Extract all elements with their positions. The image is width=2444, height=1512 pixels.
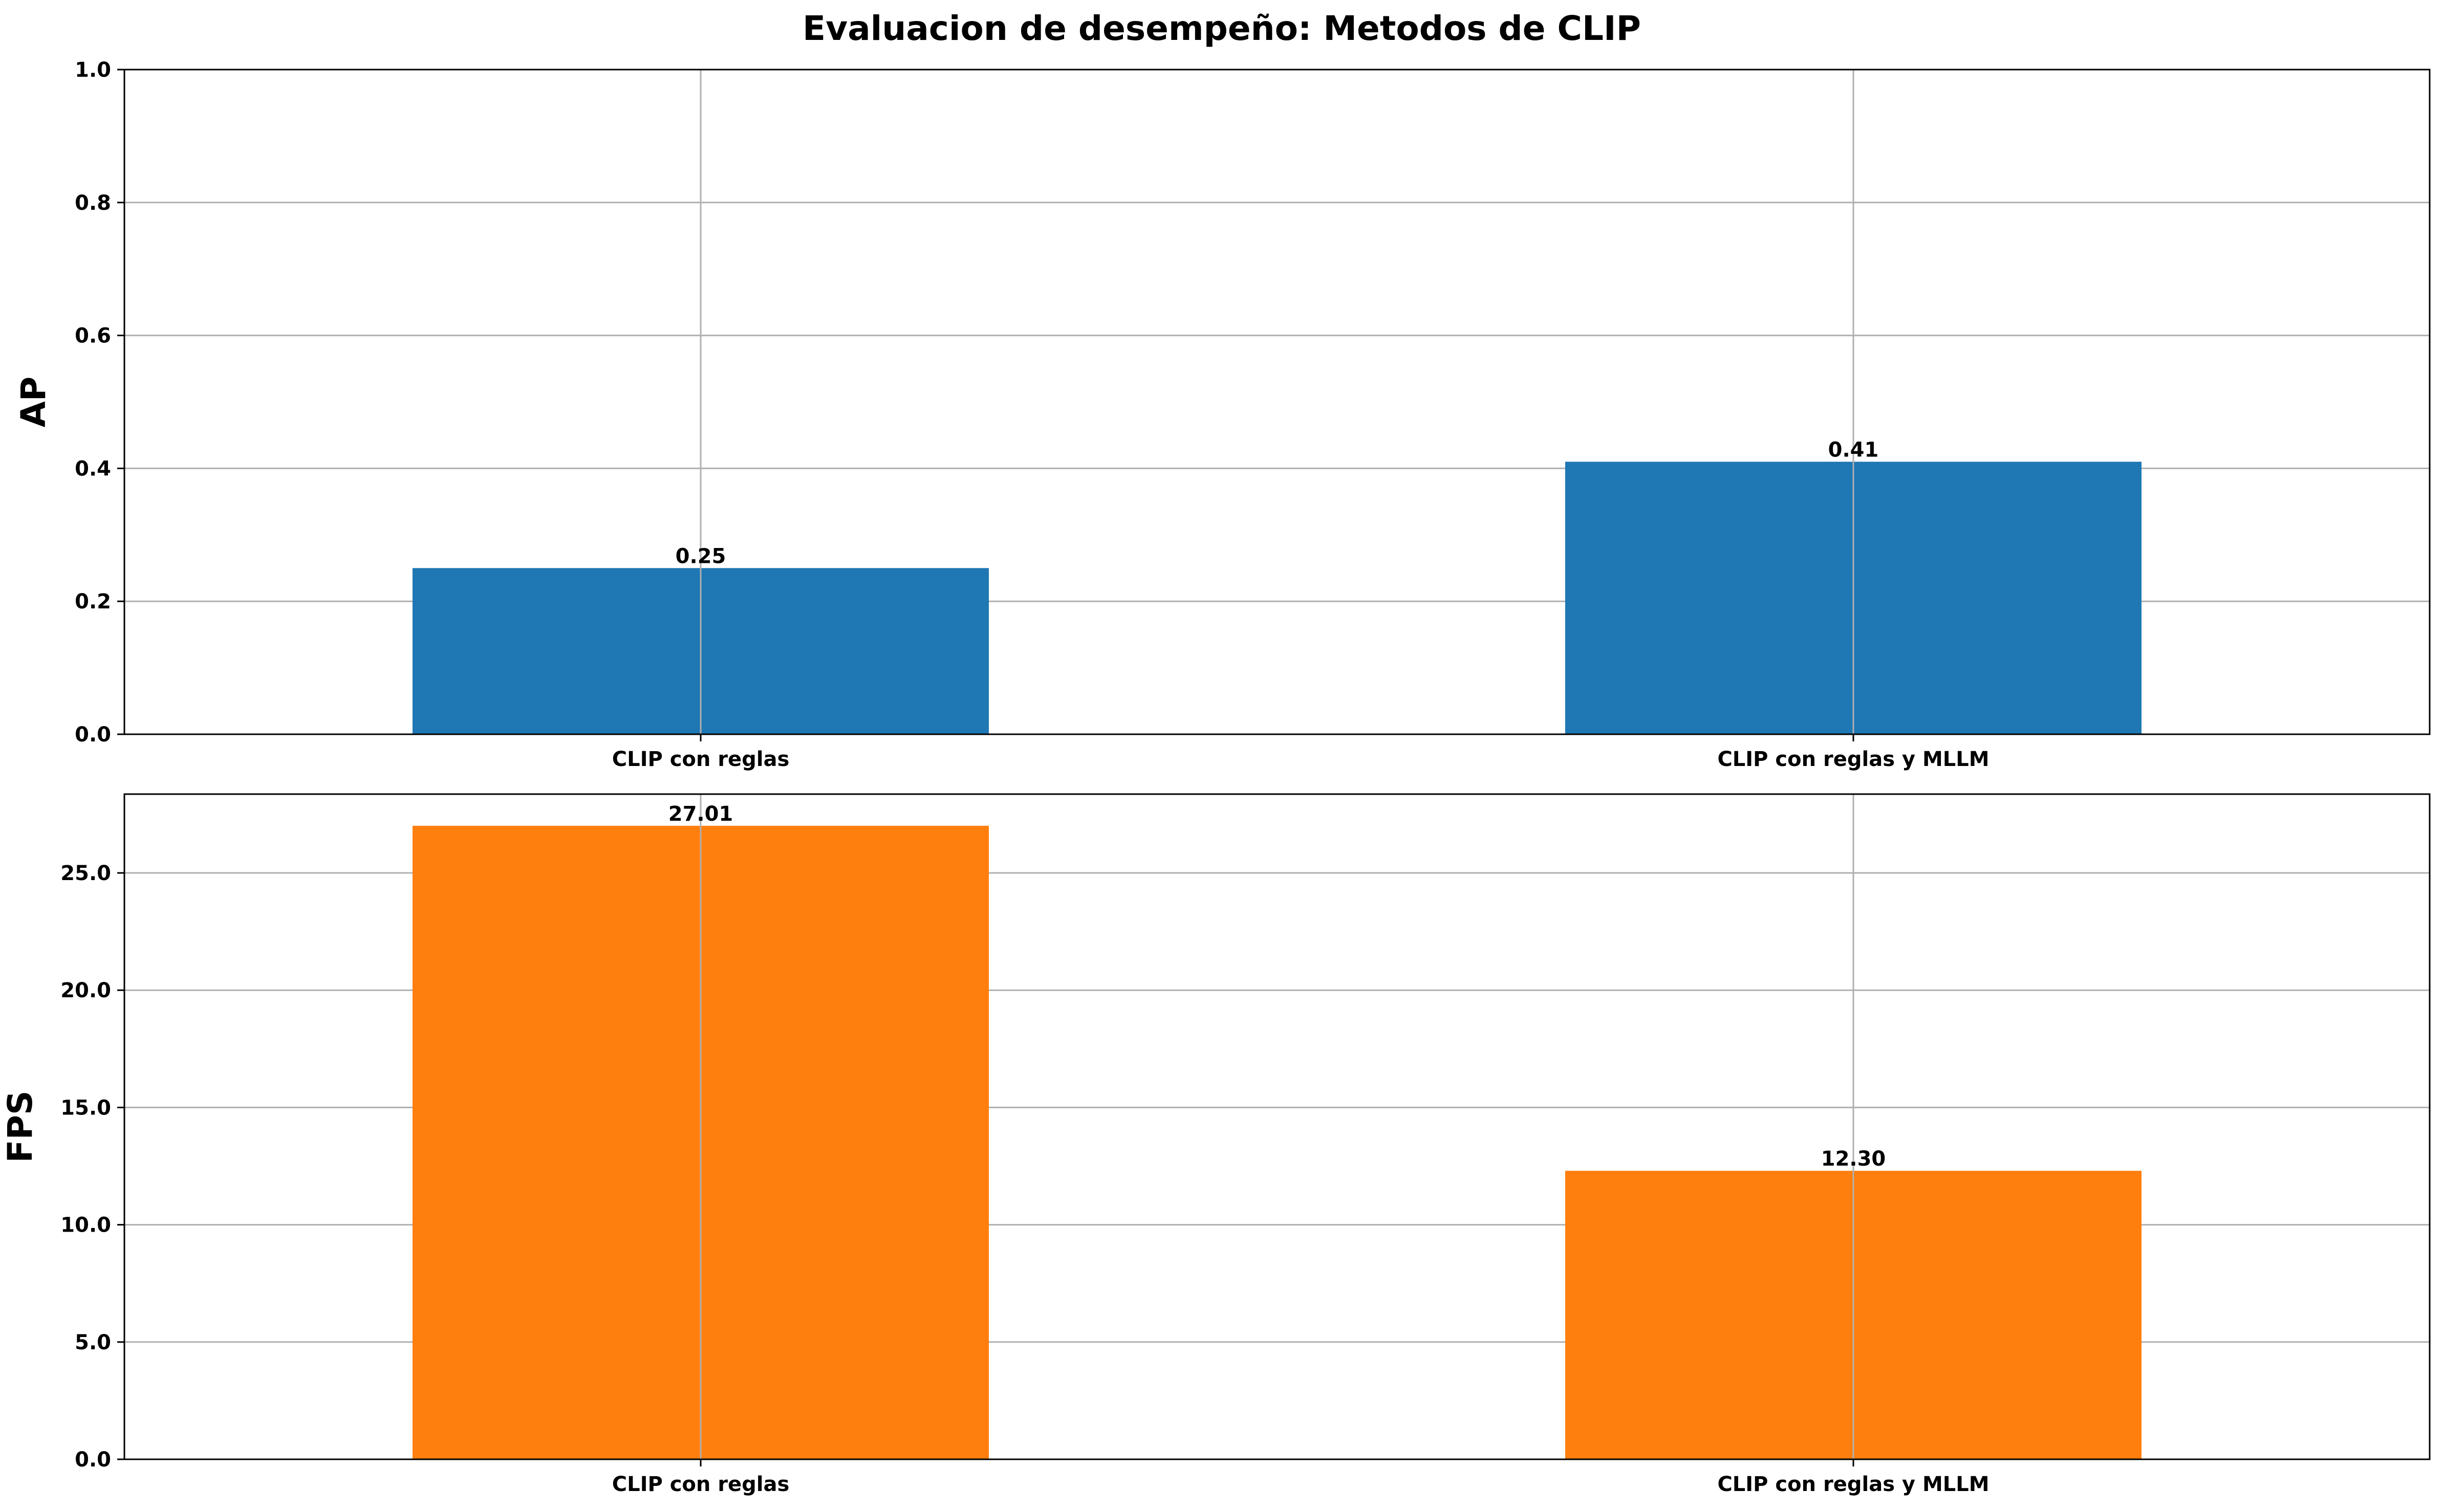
fps-y-tick-label: 15.0 bbox=[60, 1096, 111, 1120]
ap-y-tick-label: 0.4 bbox=[75, 457, 111, 480]
ap-panel: 0.25 0.41 0.0 0.2 0.4 0.6 0.8 1.0 CLIP con regla… bbox=[14, 58, 2431, 771]
fps-y-tick-label: 0.0 bbox=[75, 1448, 111, 1472]
fps-data-label: 27.01 bbox=[668, 802, 733, 826]
ap-data-label: 0.25 bbox=[676, 544, 726, 568]
ap-x-tick-label: CLIP con reglas bbox=[612, 748, 790, 771]
fps-x-tick-label: CLIP con reglas bbox=[612, 1473, 790, 1496]
ap-y-tick-label: 0.8 bbox=[75, 191, 111, 215]
fps-x-tick-label: CLIP con reglas y MLLM bbox=[1717, 1473, 1989, 1496]
ap-y-tick-label: 0.6 bbox=[75, 324, 111, 348]
chart-title: Evaluacion de desempeño: Metodos de CLIP bbox=[803, 9, 1641, 48]
fps-y-tick-label: 5.0 bbox=[75, 1331, 111, 1354]
ap-axes-frame bbox=[123, 69, 2431, 735]
ap-data-label: 0.41 bbox=[1828, 438, 1879, 462]
fps-panel: 27.01 12.30 0.0 5.0 10.0 15.0 20.0 25.0 CLIP con… bbox=[1, 793, 2431, 1496]
ap-y-axis-label: AP bbox=[14, 377, 53, 427]
fps-y-tick-label: 25.0 bbox=[60, 862, 111, 885]
ap-y-tick-label: 0.2 bbox=[75, 590, 111, 613]
fps-y-tick-label: 10.0 bbox=[60, 1214, 111, 1237]
fps-axes-frame bbox=[123, 793, 2431, 1460]
fps-data-label: 12.30 bbox=[1821, 1147, 1886, 1171]
ap-x-tick-label: CLIP con reglas y MLLM bbox=[1717, 748, 1989, 771]
fps-y-tick-label: 20.0 bbox=[60, 979, 111, 1002]
fps-y-axis-label: FPS bbox=[1, 1091, 40, 1163]
ap-y-tick-label: 1.0 bbox=[75, 58, 111, 82]
ap-y-tick-label: 0.0 bbox=[75, 723, 111, 747]
